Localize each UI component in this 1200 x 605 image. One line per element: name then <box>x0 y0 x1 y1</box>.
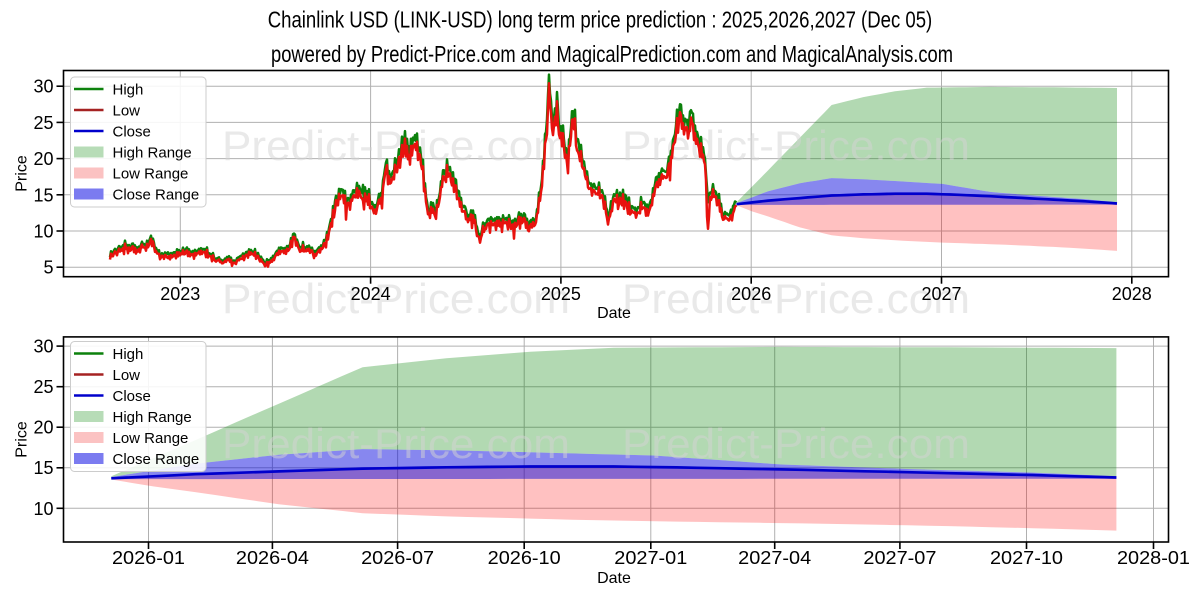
svg-text:Predict-Price.com: Predict-Price.com <box>622 122 970 169</box>
svg-text:2028-01: 2028-01 <box>1117 548 1190 568</box>
svg-text:2026-04: 2026-04 <box>236 548 309 568</box>
svg-text:2027-04: 2027-04 <box>738 548 811 568</box>
svg-text:High Range: High Range <box>113 145 192 162</box>
svg-text:Date: Date <box>597 570 631 587</box>
svg-text:20: 20 <box>33 149 53 169</box>
svg-text:2027-10: 2027-10 <box>990 548 1063 568</box>
svg-text:25: 25 <box>33 377 53 397</box>
svg-text:10: 10 <box>33 499 53 519</box>
svg-text:powered by Predict-Price.com a: powered by Predict-Price.com and Magical… <box>271 41 953 67</box>
svg-text:Chainlink USD (LINK-USD) long: Chainlink USD (LINK-USD) long term price… <box>268 7 933 33</box>
svg-text:2026-01: 2026-01 <box>112 548 185 568</box>
svg-text:Predict-Price.com: Predict-Price.com <box>622 275 970 322</box>
svg-text:Price: Price <box>14 155 31 192</box>
svg-text:2027-07: 2027-07 <box>863 548 936 568</box>
svg-text:Close: Close <box>113 388 151 405</box>
svg-text:High: High <box>113 82 144 99</box>
svg-text:15: 15 <box>33 458 53 478</box>
svg-text:Predict-Price.com: Predict-Price.com <box>222 275 570 322</box>
svg-text:10: 10 <box>33 222 53 242</box>
svg-text:2024: 2024 <box>351 284 391 304</box>
svg-text:2026-10: 2026-10 <box>488 548 561 568</box>
svg-text:2027-01: 2027-01 <box>614 548 687 568</box>
svg-text:2026: 2026 <box>731 284 771 304</box>
svg-text:Predict-Price.com: Predict-Price.com <box>222 420 570 467</box>
svg-text:2026-07: 2026-07 <box>361 548 434 568</box>
svg-text:30: 30 <box>33 77 53 97</box>
svg-text:Close Range: Close Range <box>113 187 200 204</box>
svg-text:2025: 2025 <box>541 284 581 304</box>
svg-text:2023: 2023 <box>160 284 200 304</box>
svg-text:2028: 2028 <box>1112 284 1152 304</box>
svg-text:Low Range: Low Range <box>113 430 189 447</box>
svg-text:Low: Low <box>113 103 141 120</box>
svg-text:Date: Date <box>597 305 631 322</box>
svg-text:Price: Price <box>14 421 31 458</box>
svg-text:High: High <box>113 346 144 363</box>
svg-text:Predict-Price.com: Predict-Price.com <box>622 420 970 467</box>
svg-text:20: 20 <box>33 418 53 438</box>
svg-text:2027: 2027 <box>921 284 961 304</box>
svg-text:25: 25 <box>33 113 53 133</box>
svg-text:High Range: High Range <box>113 409 192 426</box>
svg-text:5: 5 <box>43 258 53 278</box>
svg-text:15: 15 <box>33 185 53 205</box>
svg-text:30: 30 <box>33 337 53 357</box>
svg-text:Low Range: Low Range <box>113 166 189 183</box>
svg-text:Close: Close <box>113 124 151 141</box>
svg-text:Low: Low <box>113 367 141 384</box>
svg-text:Close Range: Close Range <box>113 451 200 468</box>
